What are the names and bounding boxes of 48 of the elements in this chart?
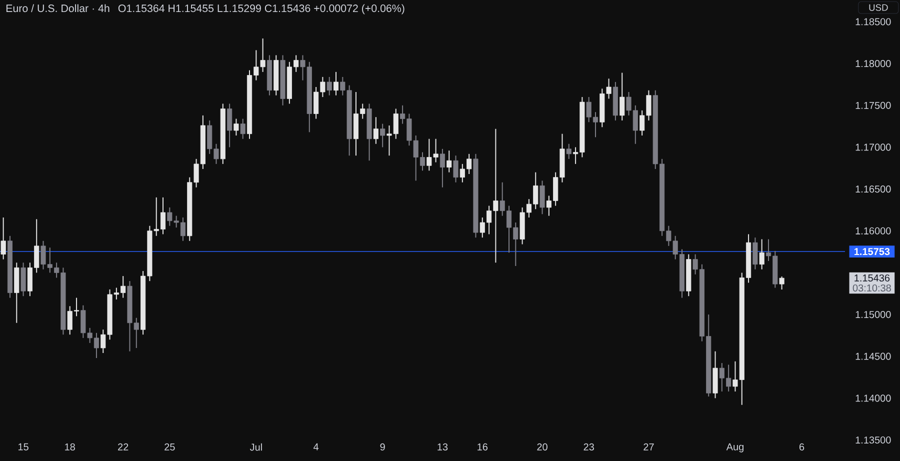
candlestick	[333, 71, 339, 96]
x-tick-label: 23	[584, 443, 594, 450]
x-tick-label: Aug	[726, 443, 744, 452]
candlestick	[759, 238, 764, 270]
chart-subtitle: O1.15364 H1.15455 L1.15299 C1.15436 +0.00072 (+0.06%)	[118, 4, 404, 14]
candlestick	[540, 180, 545, 215]
candlestick	[0, 216, 6, 260]
y-tick-label: 1.15000	[856, 310, 891, 318]
candlestick	[234, 118, 239, 136]
candlestick	[227, 103, 232, 148]
x-tick-label: 16	[478, 443, 488, 450]
x-tick-label: Jul	[250, 443, 262, 451]
y-tick-label: 1.18500	[856, 18, 891, 26]
candlestick	[380, 123, 386, 148]
y-tick-label: 1.14500	[856, 352, 891, 360]
candlestick	[566, 143, 572, 160]
text: 03:10:38	[852, 284, 891, 292]
x-tick-label: 9	[380, 443, 385, 450]
x-tick-label: 27	[644, 443, 654, 450]
y-tick-label: 1.16500	[856, 186, 891, 193]
x-tick-label: 6	[799, 443, 804, 450]
x-tick-label: 20	[537, 443, 548, 450]
y-tick-label: 1.17500	[856, 102, 891, 109]
x-tick-label: 4	[313, 443, 319, 450]
candlestick	[373, 116, 378, 144]
y-tick-label: 1.17000	[856, 144, 891, 151]
chart-title: Euro / U.S. Dollar · 4h	[6, 4, 110, 12]
candlestick	[453, 155, 458, 183]
x-tick-label: 15	[18, 443, 28, 450]
candlestick	[20, 262, 26, 297]
x-tick-label: 13	[438, 443, 448, 450]
candlestick	[440, 148, 445, 188]
candlestick	[620, 72, 625, 121]
y-tick-label: 1.16000	[856, 227, 891, 234]
y-tick-label: 1.14000	[856, 394, 891, 402]
candlestick	[446, 150, 452, 173]
x-tick-label: 25	[164, 443, 175, 450]
x-tick-label: 18	[65, 443, 75, 450]
candlestick	[752, 237, 758, 270]
candlestick	[326, 76, 332, 96]
y-tick-label: 1.13500	[856, 436, 891, 444]
candlestick	[779, 276, 784, 290]
x-tick-label: 22	[118, 443, 128, 450]
y-tick-label: 1.18000	[856, 60, 891, 68]
text: USD	[869, 4, 888, 11]
ref-line-label: 1.15753	[854, 248, 890, 256]
text: 1.15436	[854, 274, 890, 282]
candlestick	[240, 118, 246, 140]
